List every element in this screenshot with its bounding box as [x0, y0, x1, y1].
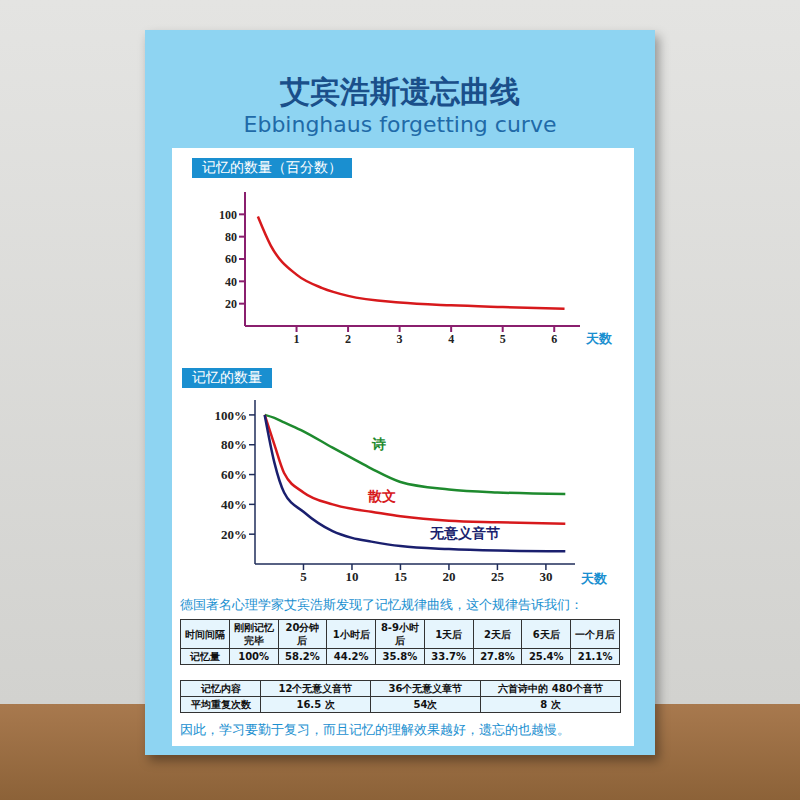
- html-text:16.5 次: 16.5 次: [296, 699, 335, 710]
- html-text:一个月后: 一个月后: [575, 628, 616, 640]
- html-text:1天后: 1天后: [435, 628, 463, 640]
- svg-text:10: 10: [345, 569, 358, 584]
- html-text:记忆内容: 记忆内容: [200, 683, 241, 694]
- svg-text:天数: 天数: [585, 331, 613, 346]
- svg-text:1: 1: [294, 332, 300, 346]
- html-text:平均重复次数: 平均重复次数: [190, 699, 251, 710]
- svg-text:80%: 80%: [221, 437, 247, 452]
- html-text:21.1%: 21.1%: [577, 651, 613, 662]
- svg-text:25: 25: [491, 569, 505, 584]
- svg-text:天数: 天数: [580, 571, 608, 586]
- html-text:27.8%: 27.8%: [480, 651, 515, 662]
- html-text:54次: 54次: [413, 699, 438, 710]
- svg-text:15: 15: [394, 569, 408, 584]
- svg-text:100: 100: [219, 208, 237, 222]
- html-text:36个无意义章节: 36个无意义章节: [388, 683, 463, 694]
- html-text:44.2%: 44.2%: [333, 651, 369, 662]
- svg-text:80: 80: [225, 230, 237, 244]
- html-text:刚刚记忆完毕: 刚刚记忆完毕: [233, 622, 274, 646]
- html-text:8 次: 8 次: [540, 699, 561, 710]
- html-text:散文: 散文: [368, 489, 396, 504]
- svg-text:20%: 20%: [221, 527, 247, 542]
- svg-text:3: 3: [397, 332, 403, 346]
- svg-text:20: 20: [225, 297, 237, 311]
- svg-text:30: 30: [539, 569, 552, 584]
- html-text:因此，学习要勤于复习，而且记忆的理解效果越好，遗忘的也越慢。: 因此，学习要勤于复习，而且记忆的理解效果越好，遗忘的也越慢。: [180, 722, 570, 737]
- html-text:12个无意义音节: 12个无意义音节: [278, 683, 353, 694]
- html-text:艾宾浩斯遗忘曲线: 艾宾浩斯遗忘曲线: [280, 74, 520, 109]
- html-text:35.8%: 35.8%: [382, 651, 418, 662]
- html-text:6天后: 6天后: [532, 628, 560, 640]
- html-text:33.7%: 33.7%: [431, 651, 467, 662]
- html-text:100%: 100%: [238, 651, 270, 662]
- html-text:1小时后: 1小时后: [332, 628, 370, 640]
- svg-text:6: 6: [551, 332, 557, 346]
- svg-text:60%: 60%: [221, 467, 247, 482]
- html-text:诗: 诗: [372, 437, 386, 452]
- html-text:20分钟后: 20分钟后: [285, 622, 320, 646]
- html-text:无意义音节: 无意义音节: [430, 526, 500, 541]
- svg-text:40: 40: [225, 275, 237, 289]
- svg-text:20: 20: [442, 569, 455, 584]
- svg-text:5: 5: [500, 332, 506, 346]
- svg-text:60: 60: [225, 252, 237, 266]
- html-text:58.2%: 58.2%: [285, 651, 320, 662]
- html-text:25.4%: 25.4%: [528, 651, 564, 662]
- html-text:记忆的数量: 记忆的数量: [192, 369, 262, 385]
- html-text:记忆量: 记忆量: [189, 651, 220, 662]
- html-text:记忆的数量（百分数）: 记忆的数量（百分数）: [202, 159, 342, 175]
- html-text:Ebbinghaus forgetting curve: Ebbinghaus forgetting curve: [243, 112, 557, 137]
- html-text:德国著名心理学家艾宾浩斯发现了记忆规律曲线，这个规律告诉我们: 德国著名心理学家艾宾浩斯发现了记忆规律曲线，这个规律告诉我们：: [180, 597, 583, 612]
- svg-text:4: 4: [448, 332, 454, 346]
- svg-text:100%: 100%: [215, 408, 248, 423]
- html-text:2天后: 2天后: [484, 628, 511, 640]
- html-text:8-9小时后: 8-9小时后: [380, 622, 419, 646]
- svg-text:40%: 40%: [221, 497, 247, 512]
- html-text:六首诗中的 480个音节: 六首诗中的 480个音节: [498, 683, 603, 694]
- svg-text:2: 2: [345, 332, 351, 346]
- html-text:时间间隔: 时间间隔: [184, 628, 225, 640]
- svg-text:5: 5: [300, 569, 307, 584]
